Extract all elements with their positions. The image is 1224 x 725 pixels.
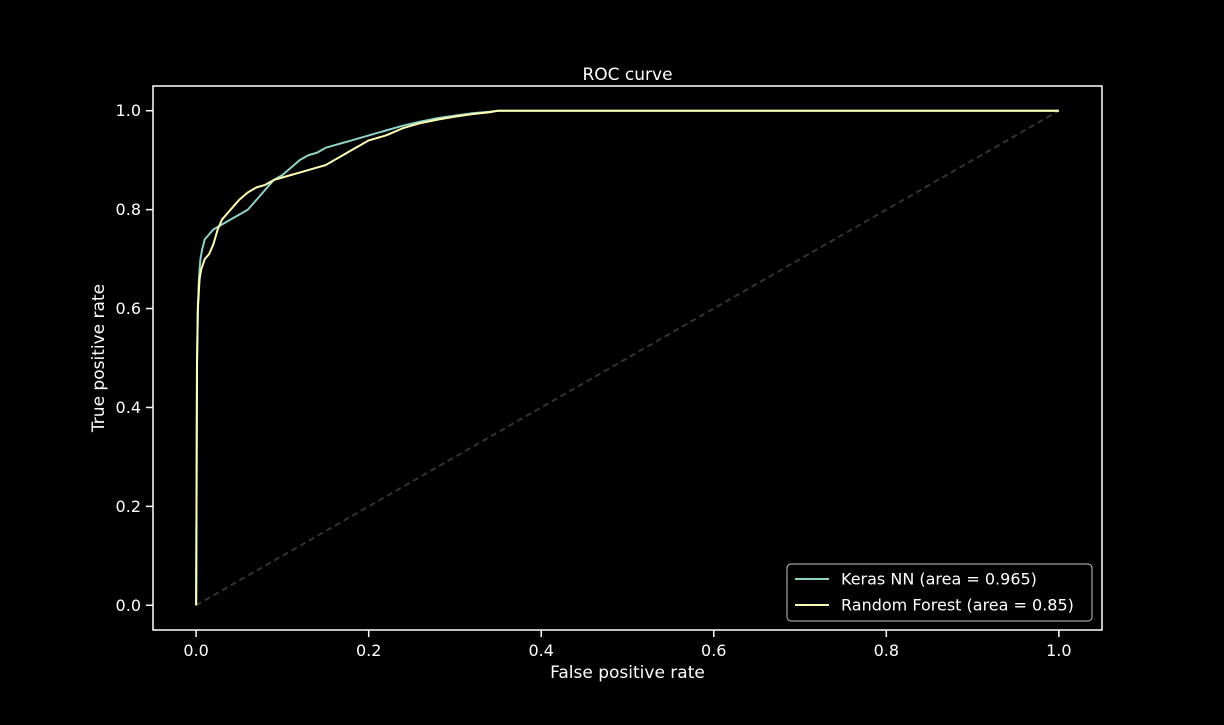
y-tick-label: 0.0 [116,596,141,615]
x-tick-label: 0.0 [183,641,208,660]
x-tick-label: 0.2 [356,641,381,660]
y-tick-label: 0.4 [116,398,141,417]
reference-diagonal-line [195,109,1060,607]
y-tick-label: 0.8 [116,200,141,219]
y-tick-label: 0.6 [116,299,141,318]
x-tick-label: 1.0 [1046,641,1071,660]
series-line-random-forest [195,109,1059,606]
x-tick-label: 0.6 [701,641,726,660]
legend-label-random-forest: Random Forest (area = 0.85) [841,596,1074,615]
y-tick-label: 0.2 [116,497,141,516]
marks-layer [195,109,1060,607]
legend-box [786,563,1093,622]
y-axis-label: True positive rate [89,284,109,433]
legend-label-keras-nn: Keras NN (area = 0.965) [841,570,1037,589]
plot-frame [152,85,1103,631]
x-axis-label: False positive rate [550,663,705,683]
ticks-layer: 0.0 0.2 0.4 0.6 0.8 1.0 0.0 0.2 0.4 0.6 0.8 1.0 [116,101,1072,660]
chart-title: ROC curve [582,65,672,85]
y-tick-label: 1.0 [116,101,141,120]
x-tick-label: 0.4 [529,641,554,660]
legend: Keras NN (area = 0.965) Random Forest (a… [786,563,1093,622]
x-tick-label: 0.8 [874,641,899,660]
